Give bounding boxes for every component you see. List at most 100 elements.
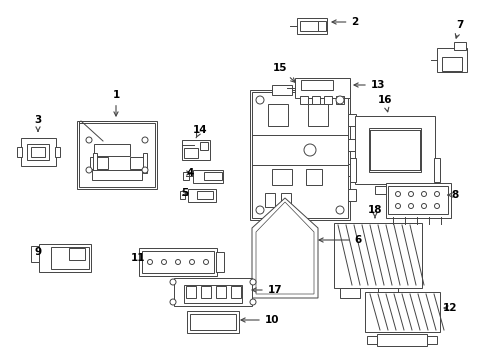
Circle shape	[162, 260, 167, 265]
Text: 1: 1	[112, 90, 120, 116]
Bar	[17, 147, 22, 157]
Circle shape	[409, 203, 414, 208]
Text: 10: 10	[241, 315, 279, 325]
Bar	[365, 292, 440, 332]
Bar	[268, 104, 288, 126]
Text: 18: 18	[368, 205, 382, 218]
Bar	[324, 96, 332, 104]
Bar	[375, 186, 415, 194]
Bar	[204, 172, 222, 180]
Bar	[340, 288, 360, 298]
Circle shape	[203, 260, 209, 265]
Circle shape	[170, 299, 176, 305]
Bar	[197, 191, 213, 199]
Bar	[90, 157, 108, 169]
Bar	[442, 57, 462, 71]
Circle shape	[435, 192, 440, 197]
Circle shape	[395, 192, 400, 197]
Bar	[276, 218, 304, 226]
Circle shape	[250, 279, 256, 285]
Circle shape	[190, 260, 195, 265]
Bar	[294, 78, 349, 98]
Bar	[179, 191, 185, 199]
Bar	[434, 158, 440, 182]
Bar	[301, 80, 333, 90]
Bar	[231, 286, 241, 298]
Text: 8: 8	[448, 190, 459, 200]
Bar	[31, 246, 39, 262]
Bar	[388, 186, 448, 214]
Circle shape	[421, 192, 426, 197]
Bar	[312, 96, 320, 104]
Bar	[272, 85, 292, 95]
Bar	[216, 286, 226, 298]
Text: 4: 4	[186, 168, 194, 178]
Text: 17: 17	[252, 285, 282, 295]
Bar	[378, 288, 398, 298]
Bar	[79, 123, 155, 187]
Bar	[139, 248, 217, 276]
Bar	[437, 48, 467, 72]
Circle shape	[336, 206, 344, 214]
Text: 11: 11	[131, 253, 145, 263]
Bar	[51, 247, 89, 269]
Circle shape	[304, 144, 316, 156]
Bar	[21, 138, 55, 166]
Bar	[216, 252, 224, 272]
Text: 3: 3	[34, 115, 42, 131]
Bar	[300, 21, 318, 31]
Bar	[300, 96, 308, 104]
Bar	[355, 116, 435, 184]
Text: 6: 6	[319, 235, 362, 245]
Bar	[427, 336, 437, 344]
Bar	[454, 42, 466, 50]
Circle shape	[86, 137, 92, 143]
Circle shape	[142, 167, 148, 173]
Circle shape	[336, 96, 344, 104]
Bar	[143, 153, 147, 173]
Text: 9: 9	[34, 247, 42, 257]
Bar	[318, 21, 326, 31]
Bar	[201, 286, 211, 298]
Bar	[186, 286, 196, 298]
Bar	[92, 170, 142, 180]
Bar	[386, 183, 450, 217]
Bar	[187, 311, 239, 333]
Text: 14: 14	[193, 125, 207, 138]
Bar	[182, 140, 210, 160]
Bar	[142, 251, 214, 273]
Bar	[130, 157, 144, 169]
Circle shape	[256, 96, 264, 104]
Text: 16: 16	[378, 95, 392, 112]
Text: 13: 13	[354, 80, 385, 90]
Circle shape	[175, 260, 180, 265]
Bar	[190, 314, 236, 330]
Bar	[69, 248, 85, 260]
Bar	[348, 164, 356, 176]
Bar	[27, 144, 49, 160]
Circle shape	[409, 192, 414, 197]
Circle shape	[142, 137, 148, 143]
Bar	[336, 96, 344, 104]
Text: 5: 5	[181, 188, 189, 198]
Circle shape	[256, 206, 264, 214]
Bar	[184, 285, 242, 303]
Bar	[200, 142, 208, 150]
Bar	[54, 147, 59, 157]
Text: 12: 12	[443, 303, 457, 313]
Bar	[250, 90, 350, 220]
Bar	[193, 170, 223, 183]
Bar	[308, 104, 328, 126]
Circle shape	[86, 167, 92, 173]
Bar	[93, 153, 97, 173]
Circle shape	[421, 203, 426, 208]
Bar	[265, 193, 275, 207]
Bar	[174, 278, 252, 306]
Bar	[377, 334, 427, 346]
Circle shape	[395, 203, 400, 208]
Circle shape	[250, 299, 256, 305]
Bar	[94, 144, 130, 156]
Bar	[334, 222, 422, 288]
Text: 2: 2	[332, 17, 359, 27]
Bar	[183, 172, 189, 180]
